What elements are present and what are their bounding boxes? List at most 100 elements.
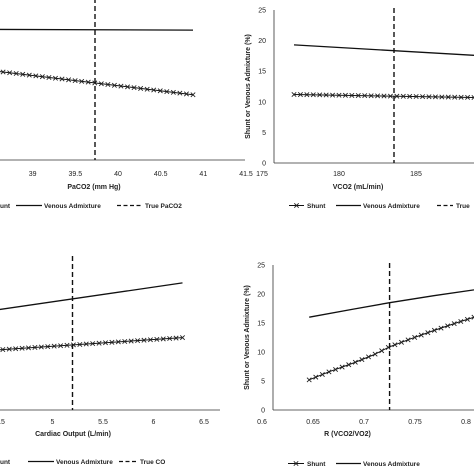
shunt-marker [313, 374, 319, 380]
y-axis-label: Shunt or Venous Admixture (%) [245, 34, 252, 139]
shunt-marker [190, 92, 196, 98]
shunt-marker [72, 78, 78, 84]
shunt-marker [458, 94, 464, 100]
shunt-marker [432, 94, 438, 100]
legend-label: Venous Admixture [56, 459, 113, 466]
x-tick-label: .5 [0, 419, 5, 426]
x-tick-label: 185 [410, 171, 422, 178]
y-tick-label: 5 [262, 130, 266, 137]
shunt-marker [330, 92, 336, 98]
shunt-marker [111, 82, 117, 88]
shunt-marker [7, 70, 13, 76]
shunt-marker [98, 81, 104, 87]
shunt-marker [412, 334, 418, 340]
x-axis-label: Cardiac Output (L/min) [35, 431, 111, 438]
shunt-marker [319, 371, 325, 378]
shunt-marker [0, 347, 6, 353]
shunt-marker [38, 344, 44, 350]
venous-admixture-line [0, 282, 183, 311]
shunt-marker [304, 92, 310, 98]
shunt-marker [147, 337, 153, 343]
shunt-marker [122, 338, 128, 344]
shunt-marker [83, 341, 89, 347]
shunt-marker [141, 337, 147, 343]
shunt-marker [0, 69, 6, 75]
shunt-marker [352, 359, 358, 365]
shunt-marker [465, 94, 471, 100]
shunt-marker [13, 346, 19, 352]
shunt-marker [135, 338, 141, 344]
x-tick-label: 6 [152, 419, 156, 426]
shunt-marker [420, 94, 426, 100]
legend-label: True CO [140, 459, 165, 466]
shunt-marker [64, 342, 70, 348]
shunt-line [309, 316, 474, 381]
y-tick-label: 20 [257, 292, 265, 299]
shunt-marker [451, 321, 457, 327]
shunt-marker [425, 330, 431, 336]
shunt-marker [365, 354, 372, 360]
venous-admixture-line [293, 44, 474, 56]
shunt-marker [179, 335, 186, 341]
shunt-marker [19, 345, 25, 351]
shunt-marker [52, 75, 59, 81]
shunt-marker [349, 92, 355, 98]
shunt-marker [154, 336, 160, 342]
x-tick-label: 6.5 [199, 419, 209, 426]
shunt-marker [413, 94, 419, 100]
shunt-marker [317, 92, 323, 98]
shunt-marker [471, 314, 474, 320]
shunt-marker [387, 93, 393, 99]
chart-panel-2: 1751801851900510152025Shunt or Venous Ad… [245, 8, 474, 210]
shunt-marker [400, 93, 406, 99]
legend-marker-shunt [293, 202, 300, 209]
shunt-marker [6, 346, 12, 352]
shunt-marker [85, 79, 91, 85]
legend-label: Venous Admixture [363, 203, 420, 210]
shunt-marker [96, 340, 102, 346]
shunt-marker [51, 343, 57, 349]
shunt-marker [118, 83, 124, 89]
shunt-marker [445, 94, 451, 100]
shunt-marker [115, 339, 121, 345]
x-tick-label: 40 [114, 171, 122, 178]
shunt-marker [167, 335, 173, 342]
shunt-marker [458, 318, 464, 324]
shunt-marker [33, 73, 39, 79]
legend-label: Venous Admixture [363, 461, 420, 468]
legend-label: Shunt [307, 461, 326, 468]
shunt-marker [306, 377, 312, 383]
x-tick-label: 0.75 [408, 419, 422, 426]
venous-admixture-line [309, 289, 474, 318]
shunt-marker [131, 85, 137, 91]
shunt-marker [164, 89, 170, 95]
shunt-marker [144, 86, 150, 92]
shunt-line [0, 71, 194, 96]
shunt-marker [59, 76, 65, 82]
shunt-marker [26, 72, 32, 78]
venous-admixture-line [0, 28, 194, 31]
x-tick-label: 0.65 [306, 419, 320, 426]
y-tick-label: 20 [258, 38, 266, 45]
shunt-marker [109, 339, 115, 345]
y-tick-label: 25 [258, 8, 266, 15]
shunt-marker [46, 74, 52, 80]
shunt-marker [151, 87, 157, 93]
legend-label: Venous Admixture [44, 203, 101, 210]
shunt-marker [445, 323, 451, 329]
x-tick-label: 5 [51, 419, 55, 426]
shunt-marker [102, 340, 109, 346]
shunt-marker [177, 90, 183, 96]
shunt-marker [336, 92, 342, 98]
x-axis-label: VCO2 (mL/min) [333, 184, 384, 191]
shunt-marker [170, 89, 176, 95]
legend-label: hunt [0, 459, 11, 466]
shunt-marker [342, 92, 348, 98]
y-tick-label: 15 [257, 321, 265, 328]
shunt-marker [368, 93, 374, 99]
shunt-marker [426, 94, 432, 100]
x-tick-label: 39 [29, 171, 37, 178]
shunt-marker [375, 93, 381, 99]
shunt-marker [379, 348, 385, 354]
